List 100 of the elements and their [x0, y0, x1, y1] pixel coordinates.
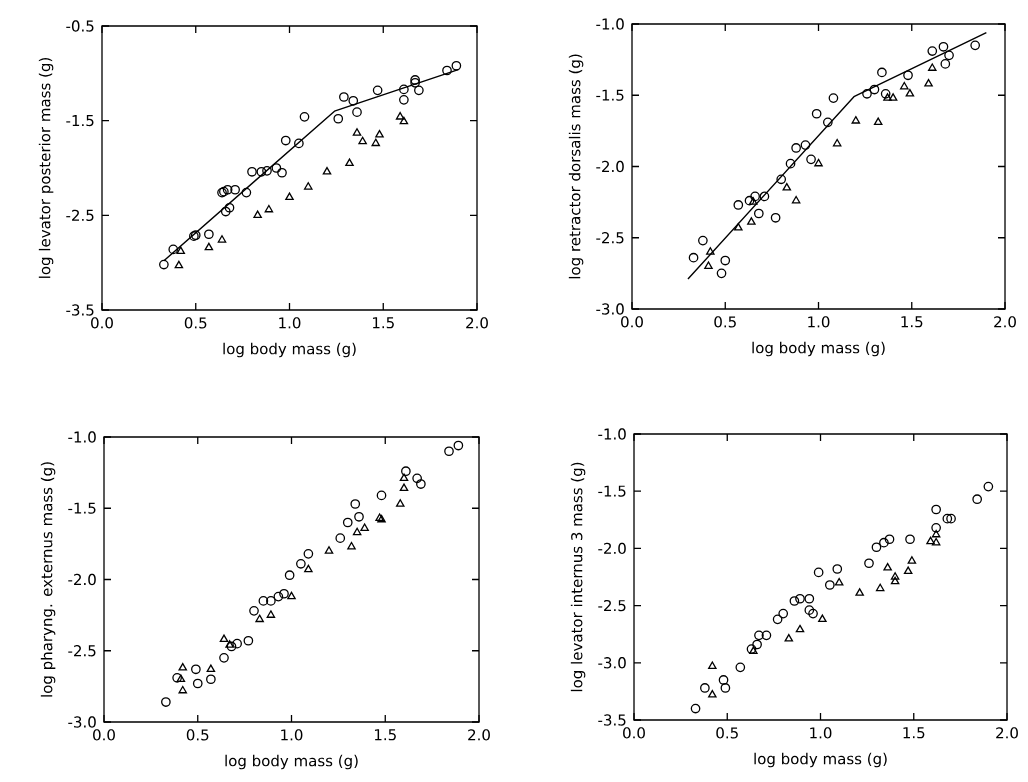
y-tick-label: -2.0 — [68, 573, 96, 586]
point — [255, 614, 264, 623]
point — [219, 653, 229, 663]
y-tick-label: -3.0 — [596, 303, 624, 315]
y-tick-label: -1.5 — [596, 89, 624, 101]
point — [352, 107, 362, 117]
y-tick-label: -2.0 — [598, 542, 626, 555]
point — [360, 523, 369, 531]
x-axis-title: log body mass (g) — [225, 754, 358, 770]
point — [761, 630, 772, 641]
y-tick-label: -1.0 — [596, 18, 624, 30]
point — [900, 81, 909, 90]
point — [926, 536, 935, 545]
x-tick-label: 1.5 — [901, 316, 923, 328]
point — [352, 527, 362, 536]
point — [219, 634, 229, 643]
point — [832, 564, 843, 574]
point — [371, 138, 381, 147]
point — [206, 664, 216, 673]
point — [159, 259, 169, 270]
point — [399, 473, 409, 482]
y-tick-label: -2.5 — [68, 645, 96, 657]
x-tick-label: 2.0 — [996, 727, 1018, 739]
point — [708, 661, 717, 669]
point — [342, 517, 353, 528]
point — [262, 165, 272, 176]
x-tick-label: 1.0 — [281, 729, 303, 741]
point — [804, 605, 815, 616]
y-tick-label: -0.5 — [66, 20, 94, 32]
x-tick-label: 1.0 — [808, 316, 830, 328]
point — [832, 138, 842, 147]
point — [927, 46, 938, 56]
point — [905, 88, 915, 97]
point — [884, 534, 895, 545]
point — [399, 116, 409, 125]
point — [395, 499, 405, 507]
point — [778, 608, 789, 619]
point — [818, 614, 827, 623]
point — [883, 563, 892, 571]
point — [735, 662, 746, 673]
point — [280, 135, 291, 146]
point — [414, 85, 424, 96]
x-axis-title: log body mass (g) — [223, 342, 356, 358]
point — [875, 583, 885, 592]
point — [890, 572, 900, 580]
x-axis-title: log body mass (g) — [752, 341, 885, 357]
point — [708, 689, 717, 698]
point — [277, 167, 287, 178]
point — [271, 163, 282, 173]
point — [698, 235, 708, 246]
point — [299, 112, 310, 122]
point — [345, 158, 354, 167]
point — [354, 511, 364, 522]
point — [907, 556, 917, 564]
y-axis-title: log pharyng. externus mass (g) — [40, 462, 56, 697]
point — [372, 85, 383, 96]
point — [905, 534, 915, 545]
point — [335, 533, 346, 544]
point — [791, 195, 801, 204]
point — [444, 446, 454, 457]
point — [232, 638, 242, 649]
point — [733, 200, 744, 210]
x-axis-title: log body mass (g) — [754, 752, 887, 768]
point — [744, 195, 755, 206]
y-tick-label: -3.5 — [66, 304, 94, 316]
point — [784, 633, 794, 642]
y-tick-label: -3.0 — [68, 716, 96, 728]
point — [753, 208, 764, 219]
point — [804, 593, 815, 604]
point — [716, 268, 727, 279]
point — [748, 197, 758, 205]
point — [451, 60, 462, 71]
point — [828, 93, 839, 103]
y-tick-label: -1.5 — [598, 485, 626, 497]
point — [296, 558, 306, 569]
point — [324, 546, 334, 554]
point — [401, 466, 411, 477]
y-tick-label: -1.5 — [66, 115, 94, 127]
point — [347, 541, 356, 550]
y-tick-label: -2.0 — [596, 160, 624, 173]
y-tick-label: -3.5 — [598, 714, 626, 726]
point — [304, 564, 313, 573]
point — [834, 577, 844, 586]
point — [983, 481, 994, 492]
point — [333, 113, 344, 124]
point — [266, 596, 276, 606]
point — [258, 596, 269, 606]
x-tick-label: 1.5 — [374, 729, 396, 741]
point — [938, 41, 949, 52]
point — [243, 635, 254, 646]
point — [795, 593, 805, 604]
x-tick-label: 2.0 — [466, 317, 488, 329]
point — [253, 210, 262, 219]
point — [204, 229, 214, 240]
point — [266, 610, 276, 618]
point — [395, 112, 405, 120]
x-tick-label: 0.0 — [93, 729, 115, 741]
point — [931, 522, 941, 533]
point — [864, 558, 874, 569]
point — [752, 639, 762, 650]
